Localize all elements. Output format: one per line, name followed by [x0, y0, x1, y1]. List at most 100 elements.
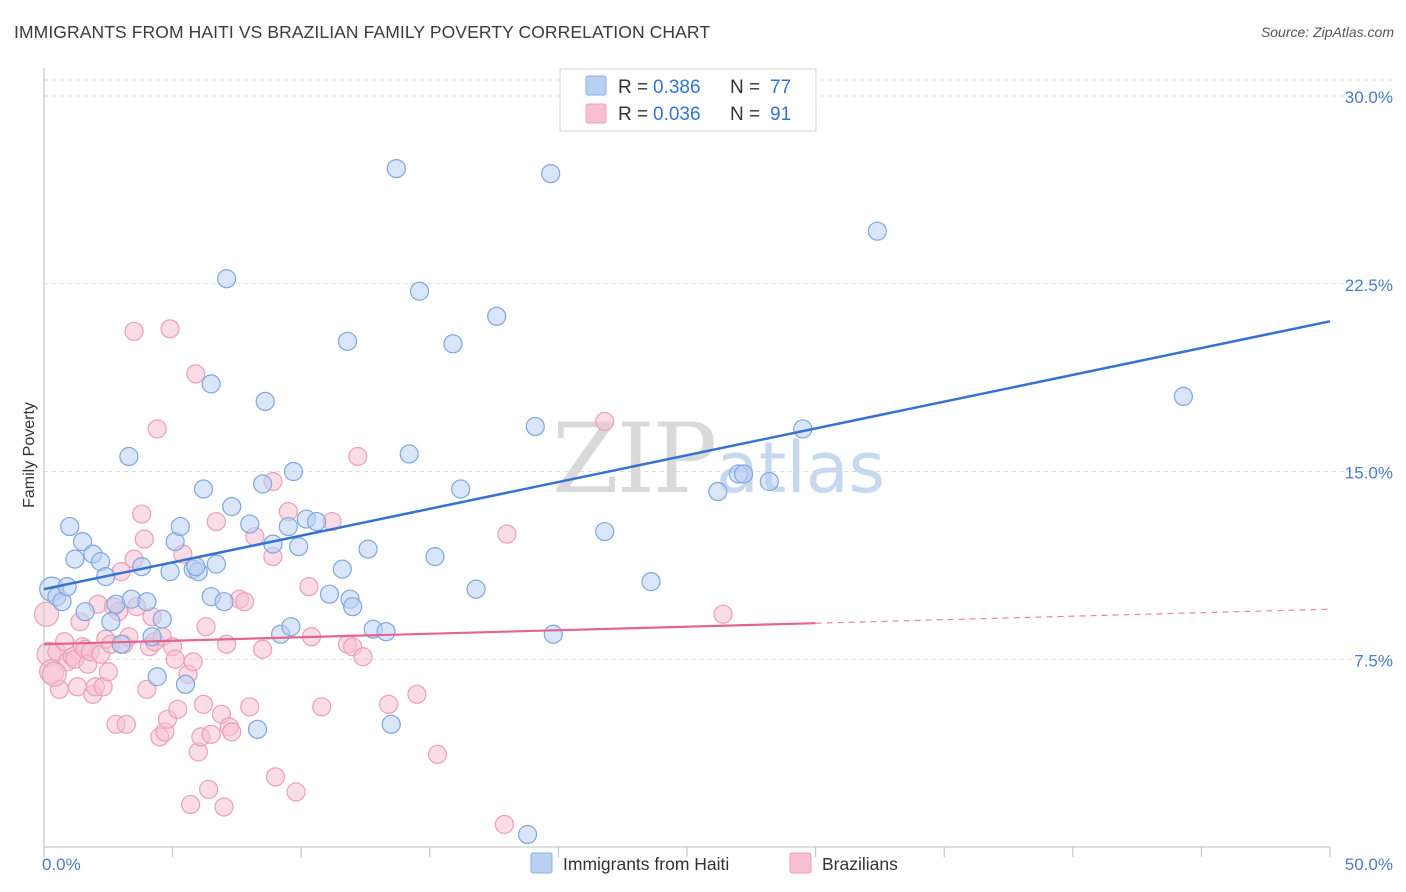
point-haiti-41 — [283, 461, 304, 482]
bottom-legend-haiti: Immigrants from Haiti — [563, 854, 729, 874]
point-haiti-4 — [60, 516, 80, 537]
point-haiti-52 — [376, 622, 396, 642]
point-brazilians-85 — [427, 744, 448, 764]
point-haiti-55 — [399, 444, 419, 464]
point-brazilians-0 — [33, 601, 60, 627]
trend-line-brazilians — [43, 622, 816, 646]
point-haiti-67 — [641, 572, 661, 592]
point-brazilians-86 — [494, 814, 514, 835]
tick-labels: 7.5% 15.0% 22.5% 30.0% 0.0% 50.0% — [42, 88, 1393, 874]
legend-r-value-brazilians: 0.036 — [653, 104, 701, 125]
point-haiti-7 — [75, 602, 95, 622]
y-axis-label: Family Poverty — [21, 402, 38, 508]
legend-n-label-brazilians: N = — [730, 104, 760, 125]
point-haiti-37 — [263, 534, 283, 554]
point-brazilians-83 — [379, 694, 399, 714]
point-haiti-47 — [337, 331, 358, 351]
point-haiti-59 — [451, 479, 471, 499]
point-haiti-40 — [281, 617, 301, 637]
legend-n-value-brazilians: 91 — [770, 104, 791, 125]
point-haiti-29 — [201, 374, 221, 394]
point-brazilians-52 — [186, 364, 206, 384]
point-brazilians-62 — [217, 634, 237, 654]
legend-n-label-haiti: N = — [730, 77, 760, 98]
point-brazilians-50 — [181, 794, 201, 815]
point-haiti-75 — [119, 446, 139, 467]
point-haiti-36 — [255, 391, 275, 412]
point-haiti-26 — [193, 479, 214, 499]
point-haiti-49 — [343, 597, 363, 617]
point-haiti-71 — [759, 471, 779, 492]
point-brazilians-72 — [265, 767, 286, 787]
point-brazilians-75 — [299, 577, 319, 597]
point-haiti-33 — [240, 514, 260, 534]
point-brazilians-87 — [497, 524, 517, 544]
point-brazilians-34 — [134, 529, 154, 549]
point-brazilians-5 — [54, 632, 75, 652]
point-brazilians-74 — [286, 782, 306, 802]
point-haiti-57 — [425, 547, 445, 567]
trend-line-brazilians-extension — [815, 608, 1331, 624]
point-brazilians-67 — [240, 697, 260, 717]
point-brazilians-58 — [201, 724, 221, 744]
point-brazilians-64 — [222, 722, 242, 742]
point-brazilians-77 — [312, 697, 332, 717]
watermark-zip: ZIP — [552, 403, 715, 515]
point-haiti-13 — [111, 634, 131, 654]
point-haiti-44 — [307, 511, 327, 532]
point-haiti-50 — [358, 539, 378, 559]
trend-lines — [43, 320, 1331, 646]
point-brazilians-55 — [193, 694, 214, 714]
point-brazilians-57 — [199, 779, 219, 800]
point-haiti-42 — [289, 536, 309, 557]
point-brazilians-88 — [595, 411, 615, 432]
point-brazilians-61 — [214, 797, 234, 817]
legend: R = 0.386 N = 77 R = 0.036 N = 91 — [559, 68, 817, 132]
legend-n-value-haiti: 77 — [770, 77, 791, 98]
point-haiti-66 — [595, 521, 615, 542]
point-brazilians-51 — [183, 652, 203, 672]
point-haiti-76 — [186, 557, 206, 577]
point-haiti-22 — [170, 516, 190, 537]
legend-r-label-brazilians: R = — [618, 104, 648, 125]
legend-r-label-haiti: R = — [618, 77, 648, 98]
bottom-legend-swatch-haiti — [530, 852, 553, 874]
point-brazilians-56 — [196, 617, 216, 637]
legend-r-value-haiti: 0.386 — [653, 77, 701, 98]
point-haiti-63 — [525, 416, 545, 437]
x-tick-label-0: 0.0% — [42, 855, 81, 874]
point-haiti-35 — [253, 474, 273, 494]
point-haiti-58 — [443, 334, 463, 354]
point-brazilians-66 — [235, 592, 255, 612]
bottom-legend-swatch-brazilians — [789, 852, 812, 874]
point-haiti-61 — [487, 306, 507, 326]
point-brazilians-69 — [253, 639, 273, 659]
point-brazilians-30 — [124, 321, 144, 341]
point-brazilians-47 — [168, 699, 188, 719]
point-haiti-70 — [733, 464, 754, 484]
point-haiti-45 — [319, 584, 340, 604]
y-tick-label-1: 15.0% — [1345, 464, 1393, 483]
point-brazilians-44 — [160, 319, 180, 339]
legend-swatch-brazilians — [585, 103, 607, 124]
point-brazilians-82 — [353, 647, 373, 667]
point-brazilians-33 — [132, 504, 152, 524]
x-tick-label-1: 50.0% — [1345, 855, 1393, 874]
point-haiti-74 — [1173, 386, 1193, 406]
gridlines — [44, 79, 1394, 660]
chart-title: IMMIGRANTS FROM HAITI VS BRAZILIAN FAMIL… — [14, 22, 711, 42]
point-brazilians-21 — [98, 662, 118, 682]
axes — [43, 68, 1331, 857]
point-haiti-5 — [65, 549, 85, 569]
point-haiti-23 — [175, 674, 196, 694]
point-haiti-62 — [517, 824, 538, 845]
legend-swatch-haiti — [585, 75, 607, 96]
point-haiti-19 — [152, 609, 172, 629]
point-haiti-56 — [409, 281, 430, 301]
bottom-legend: Immigrants from Haiti Brazilians — [530, 852, 898, 874]
point-haiti-17 — [142, 627, 162, 647]
point-haiti-53 — [381, 714, 401, 734]
y-tick-label-2: 22.5% — [1345, 276, 1393, 295]
y-tick-label-0: 7.5% — [1354, 651, 1393, 670]
source-label: Source: ZipAtlas.com — [1260, 24, 1394, 40]
